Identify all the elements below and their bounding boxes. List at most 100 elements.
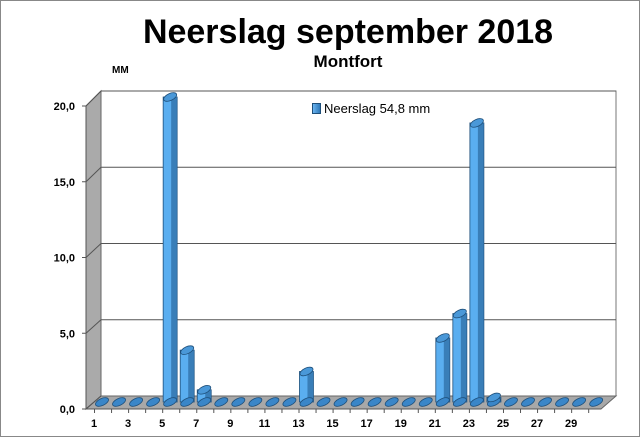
bar-base — [572, 397, 587, 407]
bar-top — [469, 118, 484, 128]
x-tick-label: 1 — [91, 418, 97, 430]
x-tick-label: 15 — [326, 418, 338, 430]
bar-top — [487, 392, 501, 403]
bar-day-12 — [282, 397, 297, 407]
bar-day-25 — [504, 397, 518, 407]
bar-top — [435, 333, 450, 343]
y-tick-label: 5,0 — [60, 328, 75, 340]
bar-base — [538, 397, 552, 407]
bar-base — [452, 397, 467, 407]
bar-day-5 — [162, 92, 178, 407]
bar-base — [180, 397, 195, 407]
legend: Neerslag 54,8 mm — [312, 101, 430, 116]
bar-base — [469, 397, 484, 407]
bar-base — [129, 397, 143, 407]
x-tick-label: 11 — [259, 418, 271, 430]
bar-shade — [188, 350, 195, 402]
bar-base — [333, 397, 348, 407]
bar-day-28 — [555, 397, 569, 407]
bar-shade — [460, 313, 467, 402]
y-tick-label: 20,0 — [54, 101, 75, 113]
legend-label: Neerslag 54,8 mm — [324, 101, 431, 116]
x-tick-label: 19 — [395, 418, 407, 430]
bar-day-7 — [196, 385, 212, 407]
y-tick-label: 0,0 — [60, 404, 75, 416]
y-tick-label: 15,0 — [54, 177, 75, 189]
bar-base — [435, 397, 450, 407]
y-axis-label: MM — [112, 65, 129, 76]
bar-day-23 — [469, 118, 485, 407]
bar-base — [384, 397, 399, 407]
x-tick-label: 5 — [159, 418, 165, 430]
y-tick-label: 10,0 — [54, 253, 75, 265]
y-tick-diag — [85, 166, 102, 183]
bar-shade — [307, 371, 314, 402]
bar-day-1 — [95, 397, 109, 407]
legend-swatch — [312, 103, 321, 114]
bar-base — [282, 397, 297, 407]
bar-day-11 — [265, 397, 280, 407]
bar-day-10 — [248, 397, 263, 407]
bar-base — [163, 397, 178, 407]
bar-day-9 — [231, 397, 246, 407]
bar-base — [418, 397, 433, 407]
bar-base — [401, 397, 416, 407]
bar-base — [112, 397, 126, 407]
bar-day-19 — [401, 397, 416, 407]
x-tick-label: 7 — [193, 418, 199, 430]
x-tick-label: 9 — [227, 418, 233, 430]
x-tick-label: 27 — [531, 418, 543, 430]
bar-day-29 — [572, 397, 587, 407]
bar-day-30 — [589, 397, 604, 407]
chart-title: Neerslag september 2018 — [142, 13, 554, 51]
bar-base — [146, 397, 161, 407]
x-tick-label: 3 — [125, 418, 131, 430]
bar-base — [350, 397, 365, 407]
chart-subtitle: Montfort — [313, 52, 383, 71]
bar-base — [521, 397, 535, 407]
bar-day-26 — [521, 397, 535, 407]
bar-top — [452, 308, 467, 319]
bar-base — [589, 397, 604, 407]
bar-base — [265, 397, 280, 407]
bar-day-22 — [452, 308, 468, 407]
bar-day-18 — [384, 397, 399, 407]
bar-day-15 — [333, 397, 348, 407]
x-tick-label: 13 — [292, 418, 304, 430]
bar-day-3 — [129, 397, 143, 407]
bar-base — [316, 397, 331, 407]
bar-base — [555, 397, 569, 407]
bar-day-17 — [367, 397, 382, 407]
bar-base — [248, 397, 263, 407]
y-tick-diag — [85, 90, 102, 107]
bar-shade — [205, 389, 212, 402]
x-tick-label: 29 — [565, 418, 577, 430]
y-tick-diag — [85, 319, 102, 334]
bar-shade — [171, 97, 178, 402]
bar-shade — [443, 337, 450, 402]
bar-day-14 — [316, 397, 331, 407]
y-tick-diag — [85, 395, 102, 410]
bar-top — [163, 92, 178, 102]
bar-base — [299, 397, 314, 407]
bar-top — [197, 385, 212, 395]
bar-day-13 — [299, 366, 314, 407]
x-tick-label: 23 — [463, 418, 475, 430]
bar-base — [367, 397, 382, 407]
x-tick-label: 25 — [497, 418, 509, 430]
bar-day-8 — [214, 397, 229, 407]
x-tick-label: 21 — [429, 418, 441, 430]
bar-day-27 — [538, 397, 552, 407]
bar-shade — [477, 122, 484, 403]
bar-day-2 — [112, 397, 126, 407]
bar-day-6 — [179, 345, 195, 407]
bar-base — [95, 397, 109, 407]
bar-day-20 — [418, 397, 433, 407]
bar-base — [214, 397, 229, 407]
bar-day-24 — [486, 392, 502, 407]
bar-base — [231, 397, 246, 407]
y-tick-diag — [85, 243, 102, 258]
bar-base — [197, 397, 212, 407]
